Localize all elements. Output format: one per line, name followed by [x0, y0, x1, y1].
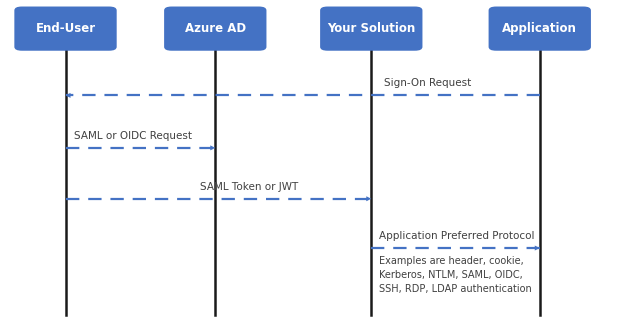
Text: Your Solution: Your Solution	[327, 22, 416, 35]
FancyBboxPatch shape	[164, 6, 266, 51]
Text: Sign-On Request: Sign-On Request	[384, 79, 471, 88]
Text: SAML or OIDC Request: SAML or OIDC Request	[74, 131, 192, 141]
Text: Application Preferred Protocol: Application Preferred Protocol	[379, 231, 535, 241]
FancyBboxPatch shape	[489, 6, 591, 51]
Text: Examples are header, cookie,
Kerberos, NTLM, SAML, OIDC,
SSH, RDP, LDAP authenti: Examples are header, cookie, Kerberos, N…	[379, 256, 532, 294]
Text: Application: Application	[502, 22, 577, 35]
Text: End-User: End-User	[36, 22, 95, 35]
Text: SAML Token or JWT: SAML Token or JWT	[200, 182, 298, 192]
FancyBboxPatch shape	[320, 6, 422, 51]
Text: Azure AD: Azure AD	[185, 22, 246, 35]
FancyBboxPatch shape	[14, 6, 117, 51]
